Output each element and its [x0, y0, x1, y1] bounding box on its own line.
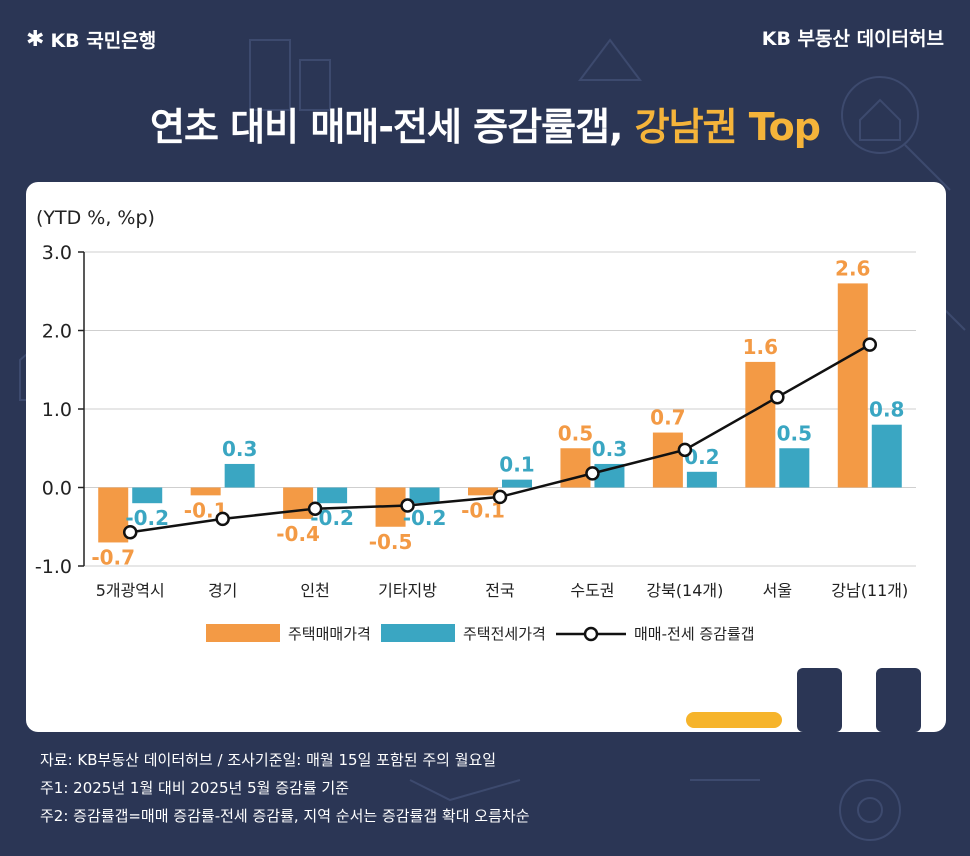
y-tick-label: 1.0	[42, 399, 72, 421]
legend-label-gap: 매매-전세 증감률갭	[634, 625, 755, 643]
data-label-jeonse: 0.8	[869, 398, 904, 422]
gap-point	[770, 389, 785, 405]
bar-sale	[652, 432, 683, 488]
data-label-jeonse: 0.3	[222, 437, 257, 461]
x-tick-label: 전국	[485, 581, 514, 600]
title-highlight: 강남권 Top	[634, 105, 821, 149]
kb-star-icon: ✱	[26, 27, 45, 52]
chart: (YTD %, %p)3.02.01.00.0-1.0 -0.7-0.25개광역시…	[35, 207, 916, 643]
bar-jeonse	[779, 448, 810, 488]
note-1: 주1: 2025년 1월 대비 2025년 5월 증감률 기준	[40, 779, 350, 797]
y-tick-label: -1.0	[35, 556, 72, 578]
gap-point	[307, 501, 323, 516]
legend-label-sale: 주택매매가격	[288, 625, 371, 643]
data-label-jeonse: 0.1	[499, 453, 534, 477]
bar-sale	[283, 487, 314, 519]
bar-sale	[745, 361, 776, 488]
bar-jeonse	[871, 424, 902, 488]
chart-card: (YTD %, %p) 3.0 2.0 1.0 0.0 -1.0 -0.7 -0.2 5개광역시…	[26, 182, 946, 732]
logo-text: KB 국민은행	[50, 30, 157, 52]
legend-swatch-sale	[206, 624, 280, 642]
note-source: 자료: KB부동산 데이터허브 / 조사기준일: 매월 15일 포함된 주의 월…	[40, 751, 497, 769]
gap-point	[862, 337, 878, 352]
page-indicator	[686, 712, 782, 728]
data-label-sale: 0.5	[558, 421, 593, 445]
gap-point	[215, 511, 230, 527]
data-label-sale: -0.7	[91, 545, 135, 569]
x-tick-label: 강남(11개)	[831, 581, 908, 600]
x-tick-label: 강북(14개)	[646, 581, 723, 600]
x-tick-label: 수도권	[570, 581, 614, 600]
footnotes: 자료: KB부동산 데이터허브 / 조사기준일: 매월 15일 포함된 주의 월…	[40, 746, 530, 830]
gap-point	[400, 498, 415, 513]
data-label-jeonse: 0.5	[777, 421, 812, 445]
data-hub-label: KB 부동산 데이터허브	[761, 28, 944, 50]
data-label-sale: -0.5	[369, 530, 413, 554]
legend-marker-gap	[583, 626, 599, 642]
gap-point	[585, 466, 600, 481]
bar-sale	[837, 283, 868, 488]
title-main: 연초 대비 매매-전세 증감률갭,	[150, 105, 635, 149]
bar-jeonse	[224, 463, 255, 488]
data-label-sale: 1.6	[743, 335, 778, 359]
legend-label-jeonse: 주택전세가격	[463, 625, 546, 643]
bar-sale	[190, 487, 221, 496]
x-tick-label: 5개광역시	[96, 581, 165, 600]
y-tick-label: 3.0	[42, 242, 72, 264]
x-tick-label: 경기	[208, 581, 237, 600]
x-tick-label: 서울	[763, 581, 792, 600]
legend-swatch-jeonse	[381, 624, 455, 642]
x-tick-label: 기타지방	[378, 581, 437, 600]
data-label-sale: -0.4	[276, 522, 320, 546]
corner-tab-left	[797, 668, 842, 732]
y-tick-label: 0.0	[42, 478, 72, 500]
y-tick-label: 2.0	[42, 321, 72, 343]
note-2: 주2: 증감률갭=매매 증감률-전세 증감률, 지역 순서는 증감률갭 확대 오…	[40, 807, 530, 825]
bar-jeonse	[686, 471, 717, 488]
page-title: 연초 대비 매매-전세 증감률갭, 강남권 Top	[0, 96, 970, 151]
gap-point	[677, 442, 693, 458]
gap-point	[122, 524, 138, 540]
gap-point	[492, 489, 508, 505]
bar-jeonse	[317, 487, 348, 504]
bar-sale	[468, 487, 498, 496]
kb-kookmin-bank-logo: ✱ KB 국민은행	[26, 26, 156, 53]
unit-label: (YTD %, %p)	[36, 207, 155, 229]
bar-jeonse	[409, 487, 440, 504]
corner-tab-right	[876, 668, 921, 732]
data-label-jeonse: 0.3	[592, 437, 627, 461]
data-label-sale: -0.1	[461, 498, 505, 522]
bar-jeonse	[132, 487, 163, 504]
data-label-sale: 2.6	[835, 256, 870, 280]
bar-jeonse	[502, 479, 532, 488]
data-label-sale: 0.7	[650, 406, 685, 430]
x-tick-label: 인천	[300, 581, 329, 600]
